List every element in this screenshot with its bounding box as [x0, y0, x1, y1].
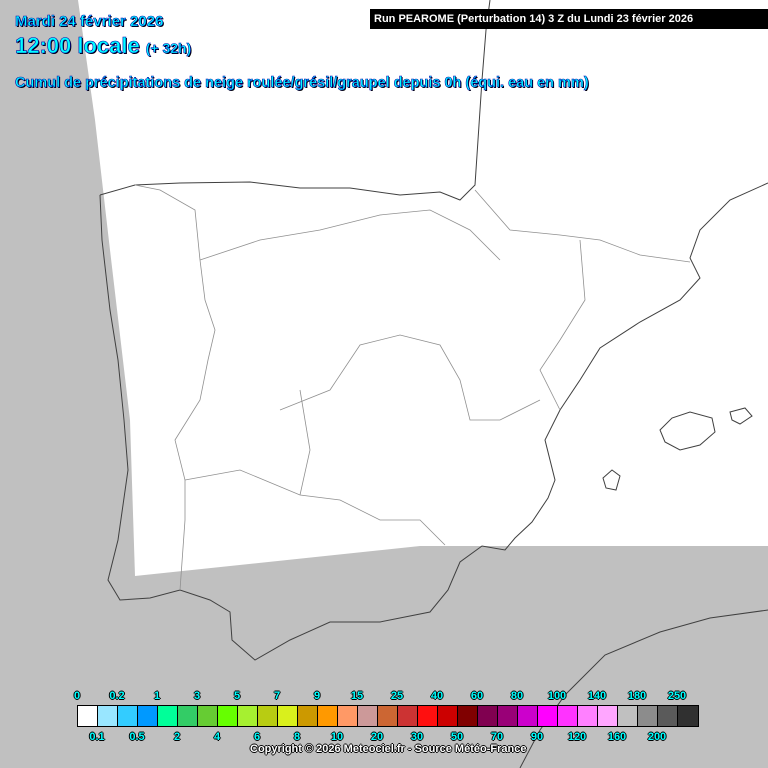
legend-swatch — [538, 706, 558, 726]
legend-label-bottom: 8 — [293, 731, 301, 743]
legend-label-top: 180 — [627, 690, 647, 702]
legend-swatch — [658, 706, 678, 726]
legend-label-bottom: 160 — [607, 731, 627, 743]
legend-label-bottom: 90 — [530, 731, 544, 743]
legend-swatch — [138, 706, 158, 726]
legend-swatch — [318, 706, 338, 726]
legend-label-bottom: 20 — [370, 731, 384, 743]
legend-label-top: 3 — [193, 690, 201, 702]
color-legend — [77, 705, 699, 727]
legend-swatch — [378, 706, 398, 726]
legend-label-bottom: 120 — [567, 731, 587, 743]
legend-label-top: 25 — [390, 690, 404, 702]
legend-swatch — [238, 706, 258, 726]
legend-label-bottom: 30 — [410, 731, 424, 743]
legend-swatch — [558, 706, 578, 726]
legend-swatch — [478, 706, 498, 726]
forecast-offset: (+ 32h) — [145, 40, 192, 57]
legend-swatch — [218, 706, 238, 726]
legend-label-bottom: 2 — [173, 731, 181, 743]
legend-label-bottom: 4 — [213, 731, 221, 743]
legend-swatch — [178, 706, 198, 726]
legend-label-top: 7 — [273, 690, 281, 702]
forecast-date: Mardi 24 février 2026 — [15, 13, 164, 31]
legend-label-top: 0.2 — [109, 690, 125, 702]
coastlines — [99, 0, 768, 768]
legend-swatch — [638, 706, 658, 726]
copyright: Copyright © 2026 Meteociel.fr - Source M… — [250, 743, 527, 755]
legend-swatch — [618, 706, 638, 726]
legend-label-top: 1 — [153, 690, 161, 702]
legend-label-bottom: 6 — [253, 731, 261, 743]
legend-swatch — [338, 706, 358, 726]
legend-label-top: 60 — [470, 690, 484, 702]
legend-swatch — [458, 706, 478, 726]
legend-swatch — [118, 706, 138, 726]
model-domain — [78, 0, 768, 576]
legend-label-top: 140 — [587, 690, 607, 702]
legend-swatch — [358, 706, 378, 726]
legend-label-top: 15 — [350, 690, 364, 702]
legend-label-bottom: 200 — [647, 731, 667, 743]
legend-swatch — [578, 706, 598, 726]
legend-swatch — [418, 706, 438, 726]
legend-label-bottom: 0.1 — [89, 731, 105, 743]
borders — [134, 184, 691, 591]
legend-label-bottom: 10 — [330, 731, 344, 743]
legend-swatch — [518, 706, 538, 726]
legend-label-top: 80 — [510, 690, 524, 702]
legend-label-top: 250 — [667, 690, 687, 702]
legend-swatch — [498, 706, 518, 726]
legend-swatch — [278, 706, 298, 726]
forecast-hour: 12:00 locale (+ 32h) — [15, 33, 192, 59]
legend-swatch — [198, 706, 218, 726]
run-info: Run PEAROME (Perturbation 14) 3 Z du Lun… — [370, 9, 768, 29]
legend-label-bottom: 50 — [450, 731, 464, 743]
legend-label-top: 9 — [313, 690, 321, 702]
legend-label-bottom: 70 — [490, 731, 504, 743]
forecast-hour-text: 12:00 locale — [15, 33, 140, 59]
legend-swatch — [438, 706, 458, 726]
legend-label-top: 100 — [547, 690, 567, 702]
map-subtitle: Cumul de précipitations de neige roulée/… — [15, 75, 589, 92]
legend-label-top: 5 — [233, 690, 241, 702]
legend-swatch — [78, 706, 98, 726]
legend-label-top: 40 — [430, 690, 444, 702]
legend-label-top: 0 — [73, 690, 81, 702]
legend-swatch — [158, 706, 178, 726]
legend-swatch — [398, 706, 418, 726]
legend-swatch — [678, 706, 698, 726]
legend-swatch — [598, 706, 618, 726]
legend-swatch — [258, 706, 278, 726]
legend-label-bottom: 0.5 — [129, 731, 145, 743]
legend-swatch — [298, 706, 318, 726]
legend-swatch — [98, 706, 118, 726]
